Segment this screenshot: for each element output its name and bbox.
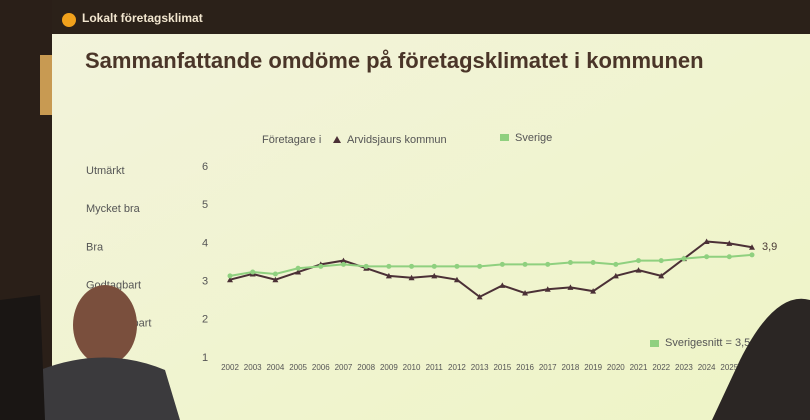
x-tick-label: 2018 [562,363,580,372]
rating-label: Utmärkt [86,165,125,177]
point [590,288,597,294]
header-title: Lokalt företagsklimat [82,11,203,25]
point [386,263,392,269]
point [726,254,732,260]
point [749,252,755,258]
annotation-marker [650,340,659,347]
point [453,276,460,283]
x-tick-label: 2008 [357,363,375,372]
x-tick-label: 2025 [720,363,738,372]
point [612,272,619,279]
point [658,272,665,279]
legend-marker [333,136,341,143]
slide-header [52,0,810,34]
x-tick-label: 2012 [448,363,466,372]
point [431,272,438,279]
point [272,271,278,277]
y-tick-label: 3 [202,276,208,288]
x-tick-label: 2013 [471,363,489,372]
y-tick-label: 1 [202,352,208,364]
x-tick-label: 2010 [403,363,421,372]
point [522,290,529,296]
annotation: Sverigesnitt = 3,5 [665,337,750,349]
slide [52,0,810,420]
point [567,284,574,290]
x-tick-label: 2023 [675,363,693,372]
data-label: 3,9 [762,241,777,253]
x-tick-label: 2017 [539,363,557,372]
point [636,258,642,264]
x-tick-label: 2007 [335,363,353,372]
point [272,276,279,283]
point [499,282,506,288]
person [25,357,180,420]
audience [0,285,810,420]
y-tick-label: 5 [202,199,208,211]
x-tick-label: 2003 [244,363,262,372]
x-tick-label: 2005 [289,363,307,372]
point [295,269,302,275]
point [726,240,733,246]
x-tick-label: 2020 [607,363,625,372]
person [712,298,810,420]
y-tick-label: 4 [202,237,208,249]
x-tick-label: 2002 [221,363,239,372]
point [476,293,483,300]
x-tick-label: 2004 [266,363,284,372]
point [227,276,233,283]
x-tick-label: 2024 [698,363,716,372]
point [409,263,415,269]
wall-light [40,55,52,115]
point [454,263,460,269]
point [749,244,755,250]
point [545,261,551,267]
point [590,260,596,265]
x-tick-label: 2006 [312,363,330,372]
point [363,263,369,269]
point [408,274,415,281]
point [499,261,505,267]
legend-label: Sverige [515,132,552,144]
point [567,260,573,265]
point [477,263,483,269]
chart-title: Sammanfattande omdöme på företagsklimate… [85,48,704,73]
point [613,261,619,267]
rating-label: Mycket bra [86,203,141,215]
point [635,267,642,273]
point [227,273,233,279]
point [681,256,687,262]
x-tick-label: 2021 [630,363,648,372]
x-tick-label: 2009 [380,363,398,372]
point [703,238,710,244]
legend-prefix: Företagare i [262,134,321,146]
legend-label: Arvidsjaurs kommun [347,134,447,146]
point [658,258,664,264]
chair [0,295,45,420]
point [522,261,528,267]
point [385,272,392,279]
rating-label: Bra [86,241,104,253]
point [340,257,347,264]
series-line [229,253,753,277]
x-tick-label: 2015 [493,363,511,372]
x-tick-label: 2016 [516,363,534,372]
x-tick-label: 2022 [652,363,670,372]
point [340,261,346,267]
x-tick-label: 2019 [584,363,602,372]
head [73,285,137,365]
x-tick-label: 2011 [426,363,444,372]
point [295,265,301,271]
y-tick-label: 6 [202,161,208,173]
point [318,263,324,269]
point [250,269,256,275]
y-tick-label: 2 [202,314,208,326]
point [704,254,710,260]
point [431,263,437,269]
legend-marker [500,134,509,141]
logo [62,13,76,27]
point [544,286,551,292]
